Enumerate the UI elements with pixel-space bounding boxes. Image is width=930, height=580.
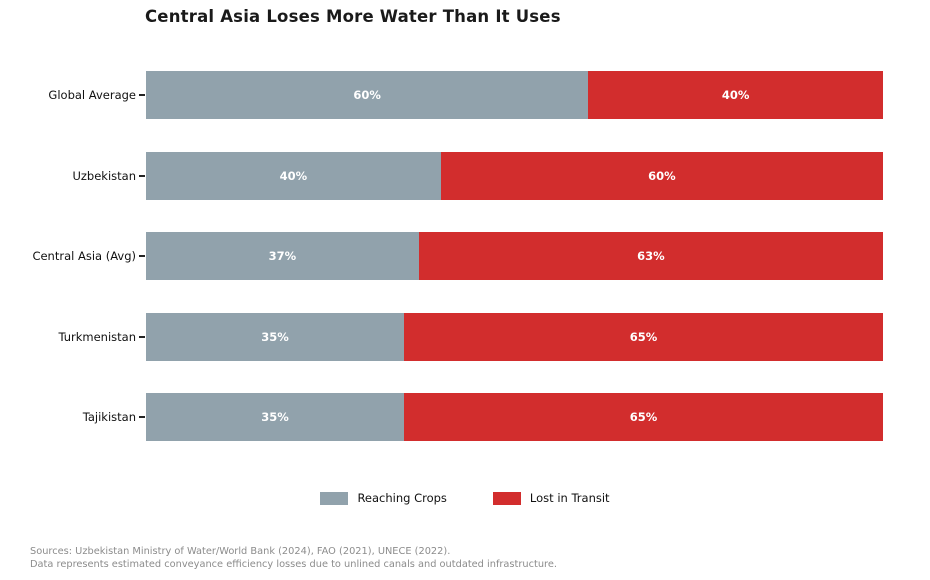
bar-segment-reaching-crops-central-asia-avg: 37%: [146, 232, 419, 280]
bar-value-label: 60%: [353, 88, 381, 102]
bar-segment-lost-in-transit-central-asia-avg: 63%: [418, 232, 883, 280]
legend-label-lost-in-transit: Lost in Transit: [529, 491, 610, 505]
bar-value-label: 35%: [261, 329, 289, 344]
bar-value-label: 40%: [721, 88, 750, 102]
bar-row-uzbekistan: Uzbekistan 40% 60%: [72, 151, 883, 200]
bar-value-label: 65%: [629, 329, 658, 344]
category-label-central-asia-avg: Central Asia (Avg): [32, 249, 136, 263]
bar-segment-reaching-crops-tajikistan: 35%: [146, 393, 404, 441]
bar-value-label: 40%: [279, 168, 308, 183]
bar-row-global-average: Global Average 60% 40%: [48, 71, 883, 119]
footer-note: Sources: Uzbekistan Ministry of Water/Wo…: [30, 546, 557, 571]
bar-value-label: 35%: [261, 410, 289, 424]
bar-segment-lost-in-transit-global-average: 40%: [588, 71, 883, 119]
legend-item-reaching-crops: Reaching Crops: [320, 491, 447, 505]
bar-segment-lost-in-transit-uzbekistan: 60%: [440, 151, 883, 200]
category-label-uzbekistan: Uzbekistan: [72, 168, 136, 183]
bar-row-tajikistan: Tajikistan 35% 65%: [83, 393, 883, 441]
category-label-global-average: Global Average: [48, 88, 136, 102]
bar-value-label: 63%: [637, 249, 665, 263]
bar-segment-reaching-crops-uzbekistan: 40%: [146, 151, 441, 200]
bar-segment-lost-in-transit-tajikistan: 65%: [403, 393, 883, 441]
axis-tick: [139, 335, 145, 338]
bar-row-central-asia-avg: Central Asia (Avg) 37% 63%: [32, 232, 883, 280]
bar-value-label: 65%: [629, 410, 658, 424]
bar-value-label: 60%: [648, 168, 676, 183]
plot-area: Global Average 60% 40% Uzbekistan 40% 60% Cent…: [32, 71, 883, 441]
legend-swatch-reaching-crops: [320, 491, 349, 505]
chart-title: Central Asia Loses More Water Than It Us…: [145, 7, 561, 26]
legend: Reaching Crops Lost in Transit: [0, 491, 930, 505]
footer-description-line: Data represents estimated conveyance eff…: [30, 558, 558, 570]
category-label-turkmenistan: Turkmenistan: [58, 329, 136, 344]
axis-tick: [139, 416, 145, 418]
bar-segment-lost-in-transit-turkmenistan: 65%: [403, 312, 883, 361]
axis-tick: [139, 255, 145, 257]
axis-tick: [139, 94, 145, 96]
bar-row-turkmenistan: Turkmenistan 35% 65%: [58, 312, 883, 361]
legend-item-lost-in-transit: Lost in Transit: [492, 491, 610, 505]
legend-swatch-lost-in-transit: [492, 491, 521, 505]
bar-value-label: 37%: [268, 249, 297, 263]
axis-tick: [139, 174, 145, 177]
bar-segment-reaching-crops-turkmenistan: 35%: [146, 312, 404, 361]
bar-segment-reaching-crops-global-average: 60%: [146, 71, 589, 119]
legend-label-reaching-crops: Reaching Crops: [357, 491, 447, 505]
category-label-tajikistan: Tajikistan: [82, 410, 136, 424]
footer-sources-line: Sources: Uzbekistan Ministry of Water/Wo…: [30, 546, 451, 557]
